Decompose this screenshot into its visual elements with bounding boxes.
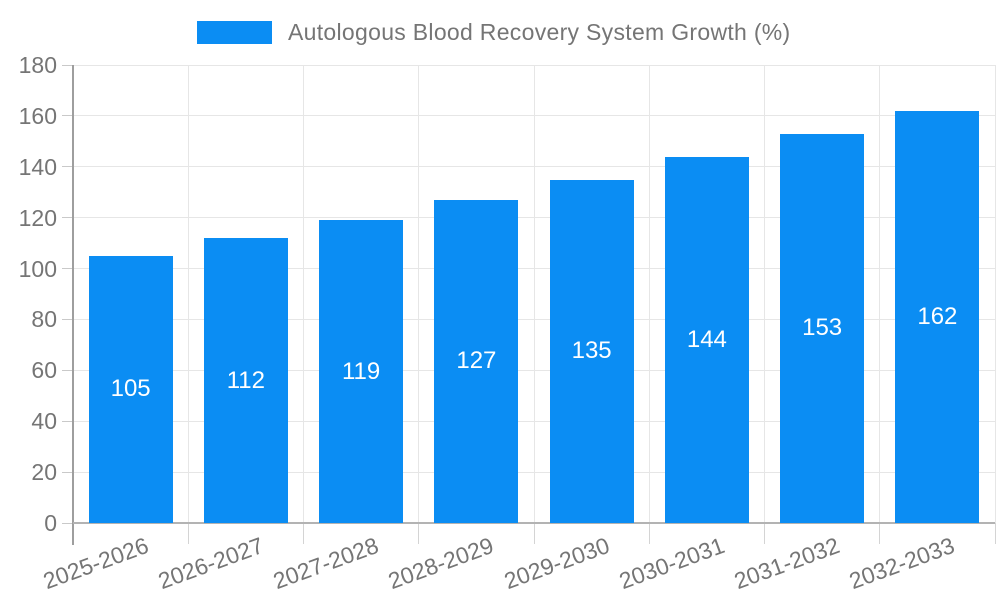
x-axis-label: 2029-2030 <box>500 532 613 595</box>
bar-value-label: 105 <box>110 375 151 403</box>
x-axis-label: 2028-2029 <box>385 532 498 595</box>
y-axis-label: 40 <box>31 408 57 435</box>
legend-swatch <box>197 21 272 44</box>
bar-2028-2029[interactable] <box>434 199 519 523</box>
y-axis-tick <box>62 420 73 422</box>
legend-label: Autologous Blood Recovery System Growth … <box>288 19 791 45</box>
x-axis-tick <box>187 523 189 544</box>
y-axis-tick <box>62 522 73 524</box>
x-axis-tick <box>879 523 881 544</box>
gridline-vertical <box>418 65 420 523</box>
x-axis-tick <box>648 523 650 544</box>
y-axis-tick <box>62 64 73 66</box>
x-axis-tick <box>994 523 996 544</box>
y-axis-label: 160 <box>18 102 57 129</box>
legend-item[interactable]: Autologous Blood Recovery System Growth … <box>197 19 791 46</box>
bar-value-label: 127 <box>456 347 497 375</box>
bar-value-label: 162 <box>917 302 958 330</box>
x-axis-tick <box>764 523 765 544</box>
y-axis-label: 60 <box>31 357 57 384</box>
x-axis-label: 2027-2028 <box>269 532 383 595</box>
bar-2031-2032[interactable] <box>780 133 865 523</box>
x-axis-label: 2030-2031 <box>615 532 728 595</box>
y-axis-label: 0 <box>44 510 57 536</box>
y-axis-tick <box>62 318 73 320</box>
x-axis-label: 2031-2032 <box>730 532 844 595</box>
x-axis-label: 2032-2033 <box>846 532 959 595</box>
gridline-vertical <box>764 65 765 523</box>
bar-2032-2033[interactable] <box>895 110 980 523</box>
y-axis-label: 80 <box>31 306 57 333</box>
bar-value-label: 144 <box>686 325 727 353</box>
x-axis-label: 2026-2027 <box>154 532 267 595</box>
bar-2027-2028[interactable] <box>319 220 404 523</box>
y-axis-label: 20 <box>31 459 57 486</box>
gridline-vertical <box>648 65 650 523</box>
bar-value-label: 119 <box>341 357 381 385</box>
gridline-vertical <box>533 65 535 523</box>
gridline-vertical <box>303 65 304 523</box>
y-axis-tick <box>62 166 73 168</box>
y-axis-tick <box>62 217 73 219</box>
x-axis-tick <box>418 523 420 544</box>
x-axis-tick <box>303 523 304 544</box>
x-axis-tick <box>533 523 535 544</box>
x-axis-line <box>73 522 995 524</box>
bar-value-label: 153 <box>802 314 843 342</box>
bar-2025-2026[interactable] <box>88 255 173 523</box>
bar-value-label: 112 <box>226 366 265 394</box>
gridline-vertical <box>994 65 996 523</box>
y-axis-label: 180 <box>18 52 57 78</box>
y-axis-tick <box>62 115 73 117</box>
y-axis-line <box>72 65 74 545</box>
bar-2026-2027[interactable] <box>203 238 288 523</box>
y-axis-label: 100 <box>18 255 57 282</box>
y-axis-tick <box>62 268 73 270</box>
y-axis-tick <box>62 471 73 473</box>
bar-value-label: 135 <box>571 337 612 365</box>
bar-2030-2031[interactable] <box>664 156 749 523</box>
gridline-vertical <box>879 65 881 523</box>
y-axis-tick <box>62 369 73 371</box>
bar-2029-2030[interactable] <box>549 179 634 523</box>
y-axis-label: 140 <box>18 153 57 180</box>
y-axis-label: 120 <box>18 204 57 231</box>
gridline-vertical <box>187 65 189 523</box>
x-axis-label: 2025-2026 <box>39 532 152 595</box>
